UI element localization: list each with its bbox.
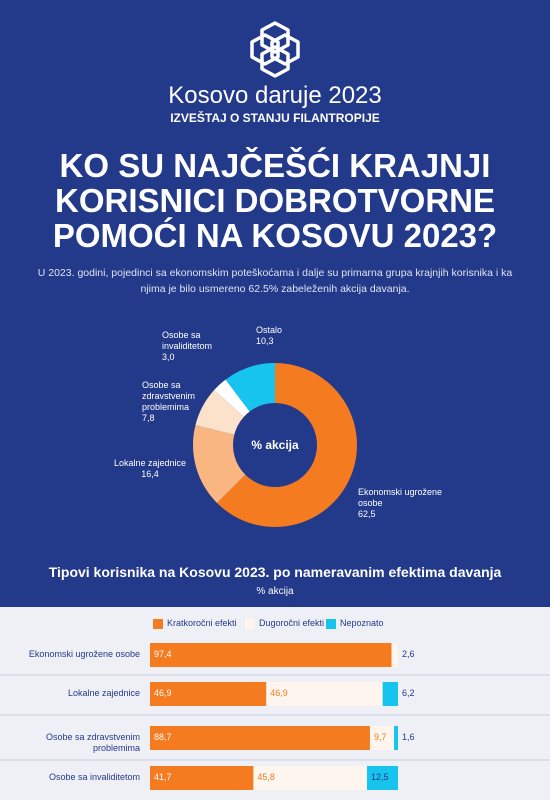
value-label: 46,9 [270,688,288,698]
bar-segment [150,726,370,750]
legend-label: Nepoznato [340,618,384,628]
value-label: 12,5 [371,772,389,782]
y-tick-label: Osobe sa invaliditetom [48,772,140,782]
legend-item: Nepoznato [326,618,384,629]
value-label: 46,9 [154,688,172,698]
donut-slice [195,390,244,435]
bar-segment [150,682,267,706]
bar-segment [391,643,398,667]
slice-value: 62,5 [358,509,376,519]
donut-slice [217,363,357,527]
slice-category: Osobe sa zdravstvenim problemima [142,380,196,412]
bar-segment [150,766,254,790]
slice-category: Lokalne zajednice [113,458,187,468]
chart-title: Tipovi korisnika na Kosovu 2023. po name… [48,564,502,580]
bar-segment [382,682,398,706]
headline: KO SU NAJČEŠĆI KRAJNJI KORISNICI DOBROTVO… [0,148,550,253]
value-label: 97,4 [154,649,172,659]
donut-slice [225,363,275,412]
slice-value: 10,3 [256,336,274,346]
value-label: 2,6 [402,649,415,659]
legend-swatch [245,618,255,629]
y-tick-label: Lokalne zajednice [67,688,140,698]
report-subtitle: IZVEŠTAJ O STANJU FILANTROPIJE [170,111,380,125]
bar-segment [394,726,398,750]
value-label: 41,7 [154,772,172,782]
headline-line: KO SU NAJČEŠĆI KRAJNJI [59,147,491,184]
logo [250,21,300,78]
slice-label: Osobe sa invaliditetom 3,0 [162,330,222,363]
legend-label: Kratkoročni efekti [167,618,237,628]
y-tick-label: Ekonomski ugrožene osobe [28,649,140,659]
slice-value: 7,8 [142,413,155,423]
slice-category: Ostalo [256,325,283,335]
slice-category: Ekonomski ugrožene osobe [358,487,443,508]
donut-center-label: % akcija [251,438,299,452]
report-title: Kosovo daruje 2023 [168,82,382,109]
legend-item: Kratkoročni efekti [153,618,237,629]
bar-segment [266,682,383,706]
value-label: 88,7 [154,732,172,742]
headline-line: POMOĆI NA KOSOVU 2023? [52,217,498,254]
slice-value: 3,0 [162,352,175,362]
value-label: 6,2 [402,688,415,698]
slice-label: Ostalo 10,3 [256,325,306,347]
y-tick-label: Osobe sa zdravstvenim problemima [45,732,140,753]
slice-value: 16,4 [141,469,159,479]
bar-segment [367,766,398,790]
donut-slice [214,379,250,417]
slice-category: Osobe sa invaliditetom [162,330,213,351]
slice-label: Lokalne zajednice 16,4 [108,458,192,480]
value-label: 9,7 [373,732,387,742]
legend-label: Dugoročni efekti [259,618,325,628]
legend-item: Dugoročni efekti [245,618,324,629]
bar-segment [150,643,392,667]
bar-segment [369,726,395,750]
headline-line: KORISNICI DOBROTVORNE [54,182,496,219]
value-label: 45,8 [257,772,275,782]
intro-text: U 2023. godini, pojedinci sa ekonomskim … [37,267,513,295]
legend-swatch [326,618,336,629]
chart-subtitle: % akcija [256,586,294,597]
value-label: 1,6 [402,732,415,742]
legend-swatch [153,618,163,629]
slice-label: Osobe sa zdravstvenim problemima 7,8 [142,380,204,424]
slice-label: Ekonomski ugrožene osobe 62,5 [358,487,448,520]
bar-segment [253,766,367,790]
donut-slice [193,425,246,503]
